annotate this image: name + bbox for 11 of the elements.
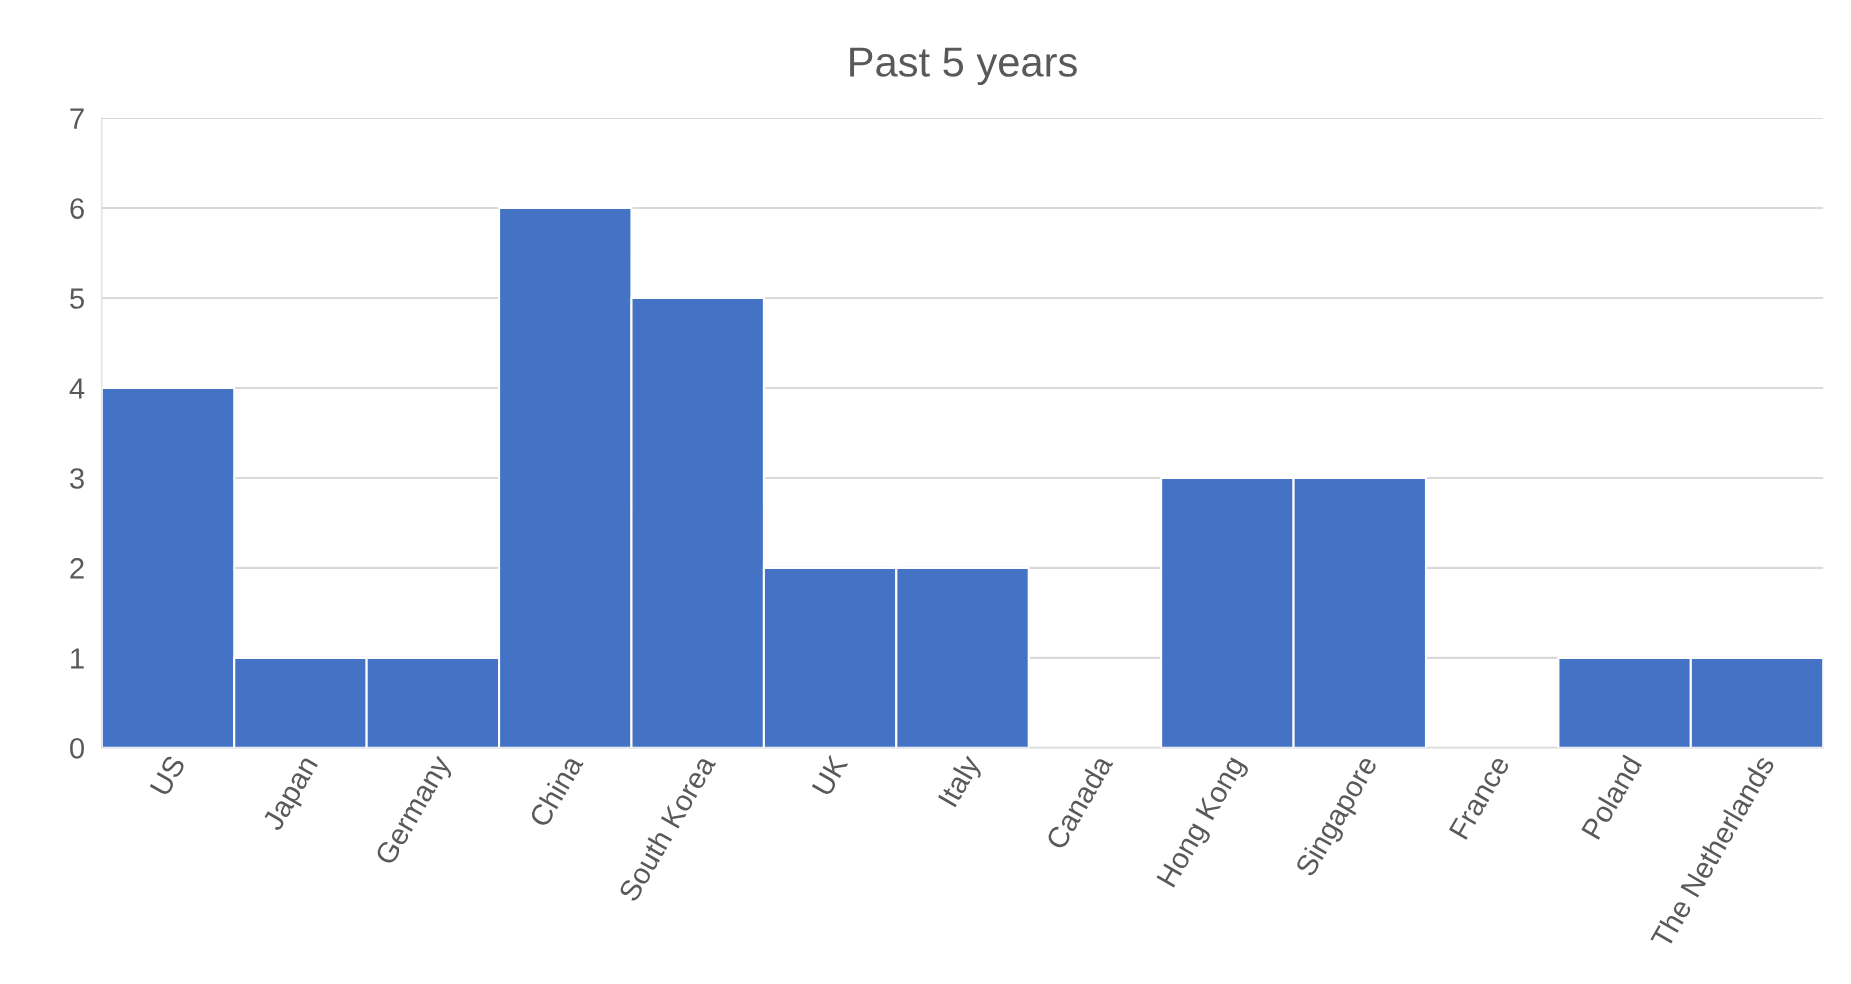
y-tick-label: 7 — [70, 108, 84, 129]
y-tick-label: 6 — [70, 198, 84, 219]
y-tick-label: 3 — [70, 468, 84, 489]
y-tick-label: 0 — [70, 738, 84, 759]
y-tick-label: 4 — [69, 378, 85, 399]
y-tick-label: 5 — [70, 288, 84, 309]
x-tick-label: UK — [811, 753, 849, 797]
y-tick-label: 2 — [70, 558, 84, 579]
y-tick-label: 1 — [71, 648, 84, 669]
x-tick-label: US — [149, 754, 186, 797]
chart-title: Past 5 years — [850, 47, 1077, 86]
